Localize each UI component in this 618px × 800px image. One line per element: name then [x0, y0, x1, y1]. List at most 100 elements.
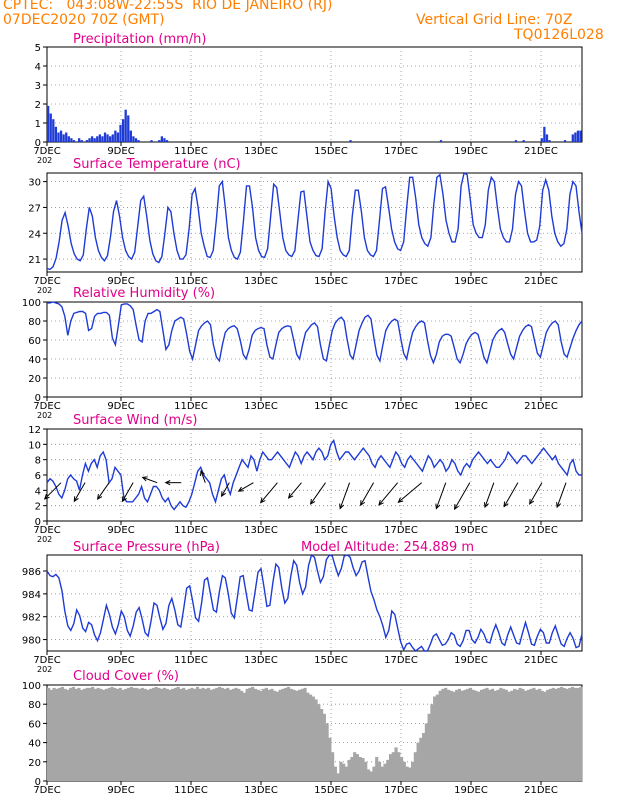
cloud-title: Cloud Cover (%) [73, 669, 179, 684]
temperature-x-tick-label: 17DEC [384, 276, 418, 287]
wind-vector-shaft [360, 482, 375, 506]
wind-vector-head [73, 496, 79, 503]
cloud-cover-bar [251, 686, 255, 781]
cloud-cover-bar [411, 761, 415, 781]
precipitation-bar [439, 140, 443, 142]
cloud-cover-bar [355, 754, 360, 781]
cloud-cover-bar [518, 687, 522, 781]
cloud-cover-bar [565, 688, 569, 781]
wind-vector-shaft [378, 482, 399, 506]
cloud-cover-bar [350, 757, 354, 781]
precipitation-bar [545, 134, 549, 142]
humidity-x-tick-label: 13DEC [244, 401, 278, 412]
wind-vector-head [309, 498, 316, 505]
precipitation-bar [70, 138, 73, 142]
cloud-cover-bar [521, 688, 525, 781]
cloud-cover-bar [124, 688, 128, 781]
cloud-cover-bar [366, 769, 371, 781]
precipitation-bar [96, 136, 99, 142]
humidity-y-tick-label: 20 [28, 374, 41, 385]
precipitation-y-tick-label: 4 [35, 62, 41, 73]
cloud-cover-bar [468, 687, 473, 781]
precipitation-bar [158, 140, 161, 142]
wind-vector-head [556, 502, 562, 509]
wind-vector-head [503, 501, 509, 508]
cloud-cover-bar [168, 689, 172, 781]
cloud-x-tick-label: 13DEC [244, 785, 278, 796]
cloud-cover-bar [289, 688, 293, 781]
cloud-cover-bar [383, 763, 387, 781]
precipitation-bar [576, 130, 580, 142]
precipitation-x-tick-label: 17DEC [384, 146, 418, 157]
cloud-cover-bar [493, 690, 497, 781]
wind-vector-shaft [97, 482, 110, 500]
cloud-cover-bar [488, 689, 492, 781]
cloud-cover-bar [441, 688, 445, 781]
wind-vector [503, 482, 519, 508]
cloud-cover-bar [515, 689, 519, 781]
cloud-cover-bar [69, 687, 73, 781]
cloud-x-tick-label: 17DEC [384, 785, 418, 796]
wind-x-tick-label: 11DEC [174, 525, 208, 536]
cloud-cover-bar [317, 704, 321, 781]
humidity-x-tick-label: 15DEC [314, 401, 348, 412]
cloud-cover-bar [47, 687, 51, 781]
pressure-subtitle: Model Altitude: 254.889 m [301, 540, 474, 555]
precipitation-x-tick-label: 9DEC [107, 146, 134, 157]
cloud-cover-bar [504, 689, 508, 781]
cloud-y-tick-label: 20 [28, 758, 41, 769]
wind-vector [141, 476, 158, 484]
cloud-cover-bar [333, 766, 337, 781]
wind-vector-shaft [121, 482, 134, 502]
wind-vector-head [529, 498, 535, 505]
precipitation-x-tick-label: 7DEC [33, 146, 60, 157]
wind-vector-head [339, 503, 345, 510]
cloud-cover-bar [220, 687, 224, 781]
temperature-y-tick-label: 30 [28, 178, 41, 189]
cloud-cover-bar [306, 692, 310, 781]
precipitation-bar [109, 136, 112, 142]
cloud-cover-bar [543, 691, 547, 781]
pressure-y-tick-label: 980 [22, 636, 41, 647]
wind-vector-shaft [503, 482, 519, 507]
wind-vector-head [259, 497, 266, 504]
cloud-cover-bar [386, 759, 390, 781]
cloud-cover-bar [460, 690, 464, 781]
wind-vector-head [360, 500, 366, 507]
cloud-cover-bar [535, 689, 539, 781]
wind-vector [121, 482, 134, 503]
pressure-x-tick-label: 13DEC [244, 655, 278, 666]
wind-vector [339, 482, 351, 510]
humidity-y-tick-label: 0 [35, 393, 41, 404]
cloud-cover-bar [339, 761, 343, 781]
cloud-cover-bar [118, 687, 122, 781]
wind-vector-head [483, 502, 489, 509]
wind-vector [43, 482, 62, 500]
cloud-cover-bar [568, 687, 572, 781]
wind-vector-shaft [200, 470, 206, 483]
cloud-y-tick-label: 80 [28, 700, 41, 711]
cloud-cover-bar [375, 757, 379, 781]
wind-vector [360, 482, 375, 507]
precipitation-bar [160, 136, 164, 142]
cloud-cover-bar [206, 687, 211, 781]
cloud-cover-bar [245, 688, 249, 781]
wind-vector [164, 480, 182, 486]
cloud-x-tick-label: 15DEC [314, 785, 348, 796]
cloud-cover-bar [452, 691, 456, 781]
cloud-cover-bar [240, 690, 244, 781]
precipitation-bar [47, 105, 50, 142]
wind-vector [221, 482, 230, 498]
cloud-cover-bar [160, 688, 164, 781]
cloud-cover-bar [115, 688, 120, 781]
cloud-cover-bar [408, 767, 412, 781]
cloud-cover-bar [576, 687, 580, 781]
precipitation-bar [111, 134, 114, 142]
cloud-cover-bar [336, 773, 340, 781]
temperature-title: Surface Temperature (nC) [73, 157, 241, 172]
cloud-cover-bar [284, 687, 288, 781]
humidity-year-fragment: 202 [37, 411, 52, 420]
humidity-title: Relative Humidity (%) [73, 286, 215, 301]
precipitation-bar [49, 113, 52, 142]
precipitation-bar [514, 140, 518, 142]
